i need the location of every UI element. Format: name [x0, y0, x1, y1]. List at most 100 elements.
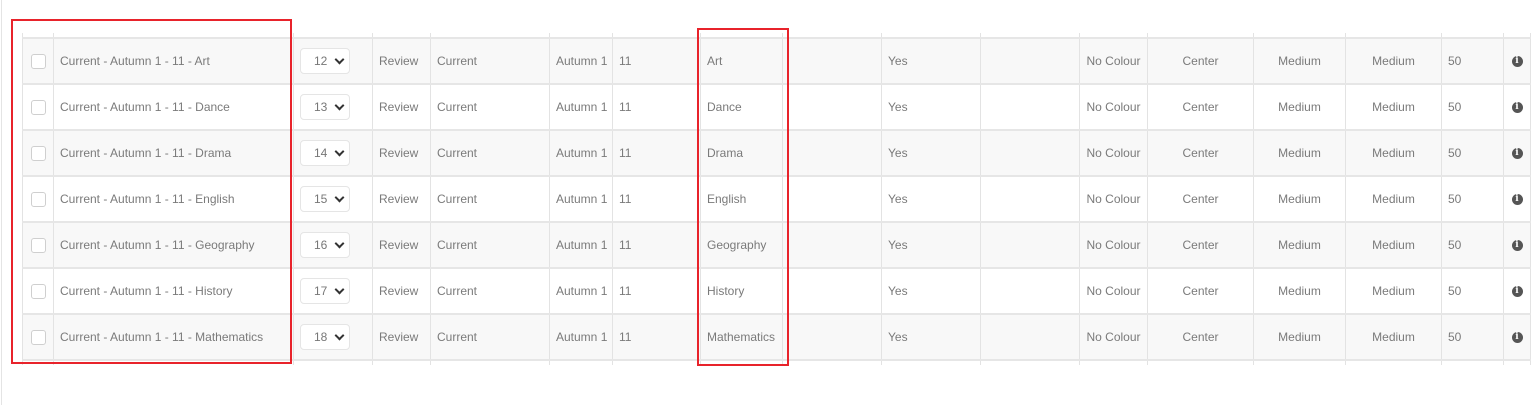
- empty-cell: [782, 313, 882, 360]
- order-select[interactable]: 14: [300, 140, 350, 166]
- order-value: 13: [314, 100, 328, 114]
- row-checkbox[interactable]: [30, 237, 46, 253]
- name-cell: Current - Autumn 1 - 11 - English: [53, 175, 294, 222]
- select-cell: [22, 267, 54, 314]
- order-select[interactable]: 16: [300, 232, 350, 258]
- empty-cell: [782, 267, 882, 314]
- info-icon[interactable]: i: [1511, 331, 1523, 343]
- empty-cell: [980, 83, 1080, 130]
- action-cell: i: [1503, 175, 1531, 222]
- year-cell: 11: [612, 267, 701, 314]
- info-icon[interactable]: i: [1511, 239, 1523, 251]
- row-checkbox[interactable]: [30, 191, 46, 207]
- align-cell: Center: [1147, 37, 1254, 84]
- info-icon[interactable]: i: [1511, 193, 1523, 205]
- type-cell: Review: [372, 37, 431, 84]
- empty-cell: [782, 129, 882, 176]
- chevron-down-icon: [334, 330, 345, 341]
- row-checkbox[interactable]: [30, 99, 46, 115]
- order-select[interactable]: 12: [300, 48, 350, 74]
- table-row: Current - Autumn 1 - 11 - Mathematics 18 R…: [22, 313, 1531, 360]
- size-cell: Medium: [1253, 313, 1346, 360]
- select-cell: [22, 221, 54, 268]
- flag-cell: Yes: [881, 37, 981, 84]
- period-cell: Current: [430, 129, 550, 176]
- size-cell: Medium: [1253, 129, 1346, 176]
- subject-cell: Mathematics: [700, 313, 783, 360]
- page-border: [1, 0, 2, 405]
- size-cell: Medium: [1345, 175, 1442, 222]
- order-select[interactable]: 13: [300, 94, 350, 120]
- size-cell: Medium: [1253, 83, 1346, 130]
- select-cell: [22, 83, 54, 130]
- info-icon[interactable]: i: [1511, 147, 1523, 159]
- value-cell: 50: [1441, 37, 1504, 84]
- colour-cell: No Colour: [1079, 83, 1148, 130]
- year-cell: 11: [612, 83, 701, 130]
- action-cell: i: [1503, 221, 1531, 268]
- order-value: 17: [314, 284, 328, 298]
- align-cell: Center: [1147, 221, 1254, 268]
- order-cell: 12: [293, 37, 373, 84]
- name-cell: Current - Autumn 1 - 11 - Art: [53, 37, 294, 84]
- order-cell: 15: [293, 175, 373, 222]
- period-cell: Current: [430, 313, 550, 360]
- empty-cell: [980, 129, 1080, 176]
- name-cell: Current - Autumn 1 - 11 - Geography: [53, 221, 294, 268]
- term-cell: Autumn 1: [549, 37, 613, 84]
- name-cell: Current - Autumn 1 - 11 - Drama: [53, 129, 294, 176]
- empty-cell: [980, 313, 1080, 360]
- order-value: 18: [314, 330, 328, 344]
- value-cell: 50: [1441, 221, 1504, 268]
- info-icon[interactable]: i: [1511, 101, 1523, 113]
- order-select[interactable]: 17: [300, 278, 350, 304]
- empty-cell: [980, 267, 1080, 314]
- table-row: Current - Autumn 1 - 11 - Art 12 Review Cur…: [22, 37, 1531, 84]
- term-cell: Autumn 1: [549, 221, 613, 268]
- row-checkbox[interactable]: [30, 329, 46, 345]
- action-cell: i: [1503, 267, 1531, 314]
- row-checkbox[interactable]: [30, 53, 46, 69]
- empty-cell: [980, 175, 1080, 222]
- subject-cell: Dance: [700, 83, 783, 130]
- order-value: 16: [314, 238, 328, 252]
- value-cell: 50: [1441, 267, 1504, 314]
- subject-cell: History: [700, 267, 783, 314]
- flag-cell: Yes: [881, 83, 981, 130]
- order-cell: 17: [293, 267, 373, 314]
- chevron-down-icon: [334, 284, 345, 295]
- subject-cell: Geography: [700, 221, 783, 268]
- row-checkbox[interactable]: [30, 283, 46, 299]
- period-cell: Current: [430, 37, 550, 84]
- chevron-down-icon: [334, 146, 345, 157]
- size-cell: Medium: [1253, 175, 1346, 222]
- row-checkbox[interactable]: [30, 145, 46, 161]
- info-icon[interactable]: i: [1511, 285, 1523, 297]
- action-cell: i: [1503, 313, 1531, 360]
- flag-cell: Yes: [881, 267, 981, 314]
- period-cell: Current: [430, 175, 550, 222]
- type-cell: Review: [372, 221, 431, 268]
- period-cell: Current: [430, 221, 550, 268]
- period-cell: Current: [430, 83, 550, 130]
- align-cell: Center: [1147, 267, 1254, 314]
- table-row: Current - Autumn 1 - 11 - Drama 14 Review C…: [22, 129, 1531, 176]
- subject-cell: Drama: [700, 129, 783, 176]
- chevron-down-icon: [334, 54, 345, 65]
- name-cell: Current - Autumn 1 - 11 - Mathematics: [53, 313, 294, 360]
- select-cell: [22, 129, 54, 176]
- order-cell: 16: [293, 221, 373, 268]
- colour-cell: No Colour: [1079, 175, 1148, 222]
- size-cell: Medium: [1345, 221, 1442, 268]
- value-cell: 50: [1441, 129, 1504, 176]
- colour-cell: No Colour: [1079, 313, 1148, 360]
- info-icon[interactable]: i: [1511, 55, 1523, 67]
- flag-cell: Yes: [881, 175, 981, 222]
- order-select[interactable]: 15: [300, 186, 350, 212]
- empty-cell: [782, 37, 882, 84]
- order-value: 12: [314, 54, 328, 68]
- term-cell: Autumn 1: [549, 129, 613, 176]
- term-cell: Autumn 1: [549, 267, 613, 314]
- order-cell: 14: [293, 129, 373, 176]
- order-select[interactable]: 18: [300, 324, 350, 350]
